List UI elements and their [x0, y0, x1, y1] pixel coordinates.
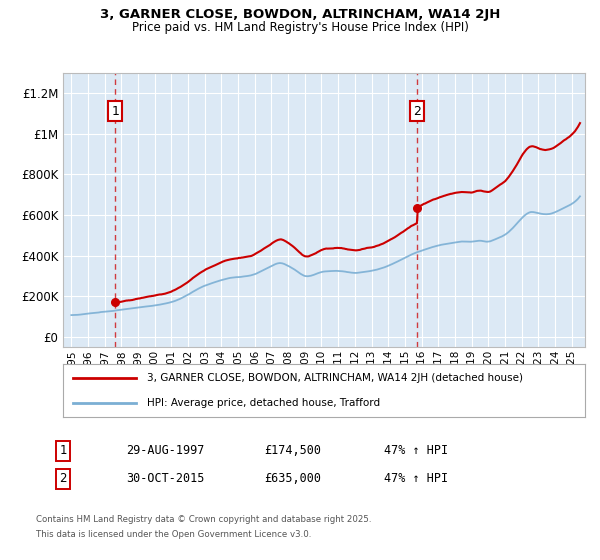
Text: HPI: Average price, detached house, Trafford: HPI: Average price, detached house, Traf…	[146, 398, 380, 408]
Text: 30-OCT-2015: 30-OCT-2015	[126, 472, 205, 486]
Text: 1: 1	[59, 444, 67, 458]
Text: This data is licensed under the Open Government Licence v3.0.: This data is licensed under the Open Gov…	[36, 530, 311, 539]
Text: £174,500: £174,500	[264, 444, 321, 458]
Text: 2: 2	[59, 472, 67, 486]
Text: 47% ↑ HPI: 47% ↑ HPI	[384, 444, 448, 458]
Text: 2: 2	[413, 105, 421, 118]
Text: Contains HM Land Registry data © Crown copyright and database right 2025.: Contains HM Land Registry data © Crown c…	[36, 515, 371, 524]
Text: 47% ↑ HPI: 47% ↑ HPI	[384, 472, 448, 486]
Text: 3, GARNER CLOSE, BOWDON, ALTRINCHAM, WA14 2JH (detached house): 3, GARNER CLOSE, BOWDON, ALTRINCHAM, WA1…	[146, 374, 523, 384]
Text: 29-AUG-1997: 29-AUG-1997	[126, 444, 205, 458]
Text: 1: 1	[111, 105, 119, 118]
Text: £635,000: £635,000	[264, 472, 321, 486]
Text: 3, GARNER CLOSE, BOWDON, ALTRINCHAM, WA14 2JH: 3, GARNER CLOSE, BOWDON, ALTRINCHAM, WA1…	[100, 8, 500, 21]
Text: Price paid vs. HM Land Registry's House Price Index (HPI): Price paid vs. HM Land Registry's House …	[131, 21, 469, 34]
